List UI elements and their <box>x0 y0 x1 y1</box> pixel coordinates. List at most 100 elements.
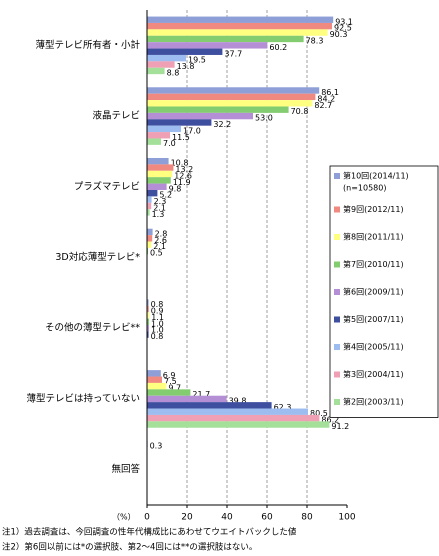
value-label: 7.0 <box>163 139 176 148</box>
value-label: 7.5 <box>164 377 177 386</box>
unit-label: （%） <box>112 513 136 522</box>
bar <box>147 177 171 184</box>
legend-label: 第9回(2012/11) <box>343 204 404 214</box>
value-label: 0.5 <box>150 249 163 258</box>
bar <box>147 112 253 120</box>
legend-swatch <box>334 234 340 240</box>
bar <box>147 189 158 197</box>
legend-swatch <box>334 371 340 378</box>
bar <box>147 325 149 332</box>
legend-swatch <box>334 289 340 295</box>
value-label: 0.8 <box>151 332 164 341</box>
note: 注2）第6回以前には*の選択肢、第2～4回には**の選択肢はない。 <box>2 542 257 553</box>
bar <box>147 125 181 133</box>
bar <box>147 119 212 126</box>
category-label: 薄型テレビ所有者・小計 <box>35 39 140 51</box>
bar <box>147 93 316 101</box>
value-label: 62.3 <box>274 403 292 412</box>
value-label: 2.8 <box>155 229 168 238</box>
bar <box>147 196 152 203</box>
value-label: 93.1 <box>335 17 353 26</box>
x-tick-label: 60 <box>261 513 273 523</box>
bar <box>147 48 223 55</box>
bar <box>147 157 169 165</box>
bar <box>147 35 304 43</box>
legend-swatch <box>334 316 340 323</box>
value-label: 11.9 <box>173 178 191 187</box>
value-label: 60.2 <box>269 43 287 52</box>
legend-label: 第4回(2005/11) <box>343 342 404 352</box>
bar <box>147 408 308 415</box>
bar <box>147 299 149 306</box>
value-label: 13.2 <box>175 165 193 174</box>
value-label: 9.8 <box>169 184 182 193</box>
value-label: 91.2 <box>331 422 349 431</box>
value-label: 1.0 <box>151 326 164 335</box>
legend-swatch <box>334 173 340 179</box>
value-label: 1.1 <box>151 313 164 322</box>
value-label: 82.7 <box>314 101 332 110</box>
bar <box>147 331 149 338</box>
value-label: 1.3 <box>152 210 165 219</box>
legend-swatch <box>334 399 340 405</box>
x-tick-label: 20 <box>181 513 193 523</box>
x-tick-label: 0 <box>144 513 150 523</box>
bar <box>147 61 175 68</box>
note: 注1）過去調査は、今回調査の性年代構成比にあわせてウエイトバックした値 <box>2 527 297 538</box>
bar <box>147 228 153 236</box>
legend-swatch <box>334 206 340 213</box>
legend-label: 第2回(2003/11) <box>343 397 404 407</box>
value-label: 90.3 <box>330 30 348 39</box>
bar <box>147 106 289 113</box>
legend-note: (n=10580) <box>343 184 386 193</box>
bar <box>147 100 313 107</box>
bar <box>147 164 174 171</box>
value-label: 92.5 <box>334 24 352 33</box>
bar <box>147 402 272 409</box>
value-label: 39.8 <box>229 396 247 405</box>
bar <box>147 382 167 390</box>
value-label: 11.5 <box>172 133 190 142</box>
bar <box>147 421 330 428</box>
value-label: 12.6 <box>174 171 192 180</box>
bar <box>147 183 167 190</box>
value-label: 8.8 <box>167 68 180 77</box>
value-label: 0.9 <box>151 307 164 316</box>
legend-label: 第3回(2004/11) <box>343 369 404 379</box>
value-label: 37.7 <box>224 49 242 58</box>
value-label: 78.3 <box>306 36 324 45</box>
value-label: 86.2 <box>321 416 339 425</box>
value-label: 84.2 <box>317 94 335 103</box>
bar <box>147 370 161 377</box>
value-label: 1.0 <box>151 319 164 328</box>
bar <box>147 138 161 145</box>
bar <box>147 312 150 319</box>
value-label: 2.6 <box>154 236 167 245</box>
legend-label: 第8回(2011/11) <box>343 232 404 242</box>
bar <box>147 235 153 242</box>
legend-label: 第5回(2007/11) <box>343 314 404 324</box>
value-label: 80.5 <box>310 409 328 418</box>
value-label: 6.9 <box>163 371 176 380</box>
category-label: 薄型テレビは持っていない <box>26 392 140 404</box>
bar <box>147 209 150 216</box>
value-label: 86.1 <box>321 88 339 97</box>
bar <box>147 132 170 139</box>
legend-swatch <box>334 344 340 350</box>
bar <box>147 389 191 396</box>
bar <box>147 414 320 422</box>
category-label: その他の薄型テレビ** <box>45 322 140 334</box>
bar <box>147 16 334 23</box>
value-label: 21.7 <box>192 390 210 399</box>
value-label: 17.0 <box>183 126 201 135</box>
value-label: 9.7 <box>168 384 181 393</box>
value-label: 32.2 <box>213 120 231 129</box>
value-label: 13.8 <box>177 62 195 71</box>
legend-label: 第10回(2014/11) <box>343 171 409 181</box>
value-label: 0.3 <box>150 442 163 451</box>
bar <box>147 376 162 383</box>
bar <box>147 22 332 30</box>
value-label: 0.8 <box>151 300 164 309</box>
bar <box>147 54 186 62</box>
